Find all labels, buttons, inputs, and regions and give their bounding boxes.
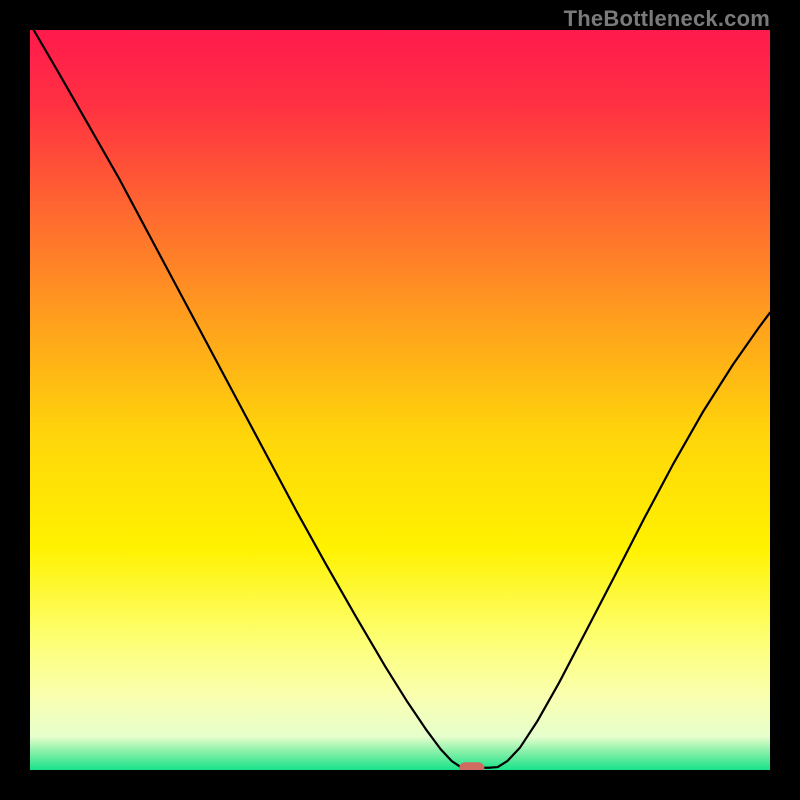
optimal-point-marker: [459, 762, 484, 770]
bottleneck-curve-chart: [30, 30, 770, 770]
gradient-background: [30, 30, 770, 770]
chart-frame: TheBottleneck.com: [0, 0, 800, 800]
watermark-text: TheBottleneck.com: [564, 6, 770, 32]
plot-area: [30, 30, 770, 770]
